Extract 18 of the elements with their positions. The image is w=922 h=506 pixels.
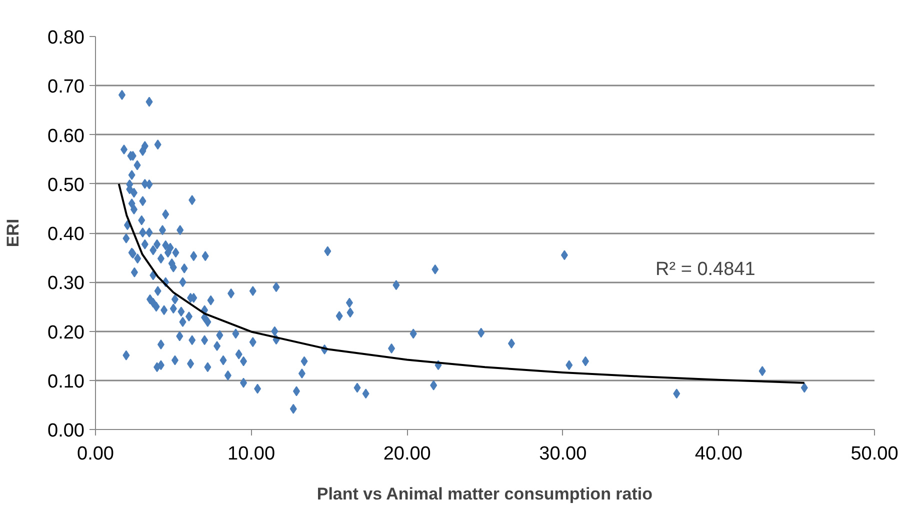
y-tick-label: 0.00 [48, 420, 85, 442]
y-tick-label: 0.10 [48, 371, 85, 392]
annotation: R² = 0.4841 [656, 259, 756, 280]
x-tick-label: 0.00 [77, 444, 114, 464]
x-axis-title: Plant vs Animal matter consumption ratio [316, 484, 653, 504]
x-tick-label: 50.00 [850, 444, 898, 464]
y-tick-label: 0.20 [48, 322, 85, 344]
x-tick-label: 10.00 [228, 444, 276, 464]
y-tick-label: 0.50 [48, 174, 85, 196]
x-tick-label: 20.00 [383, 444, 431, 464]
y-tick-label: 0.70 [48, 76, 85, 98]
y-tick-label: 0.30 [48, 273, 85, 294]
y-tick-label: 0.60 [48, 126, 85, 147]
x-tick-label: 30.00 [539, 444, 587, 464]
y-tick-label: 0.40 [48, 224, 85, 245]
y-axis-title: ERI [4, 218, 23, 248]
x-tick-label: 40.00 [694, 444, 742, 464]
y-tick-label: 0.80 [48, 28, 85, 48]
